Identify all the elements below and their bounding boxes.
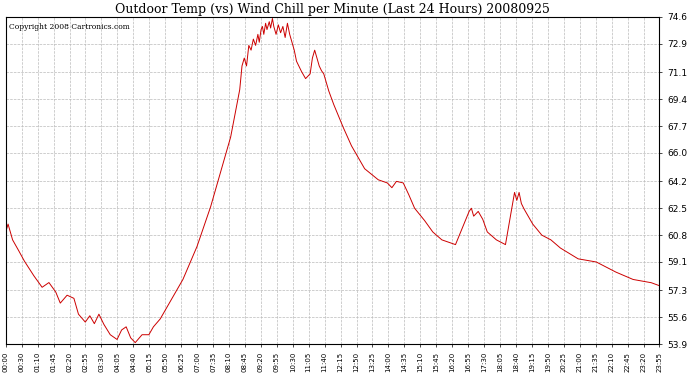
Title: Outdoor Temp (vs) Wind Chill per Minute (Last 24 Hours) 20080925: Outdoor Temp (vs) Wind Chill per Minute … xyxy=(115,3,550,16)
Text: Copyright 2008 Cartronics.com: Copyright 2008 Cartronics.com xyxy=(9,24,130,32)
